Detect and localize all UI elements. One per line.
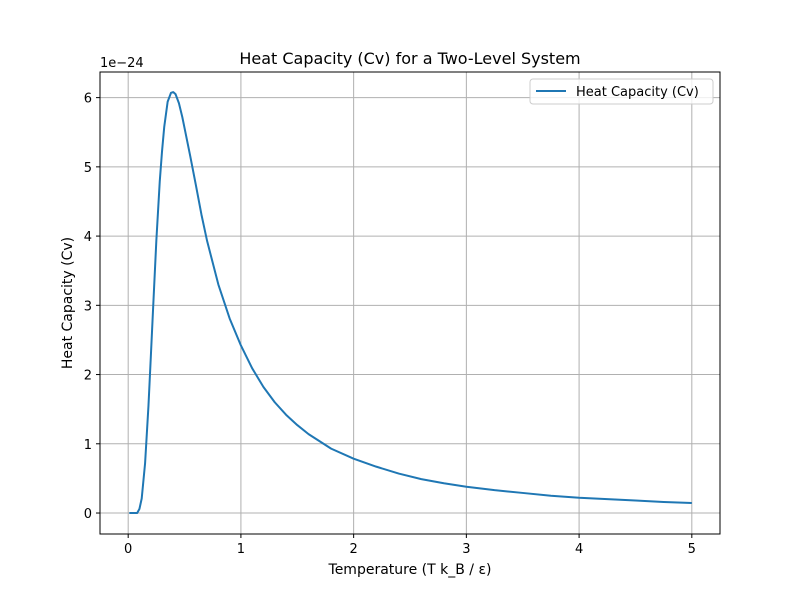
y-axis-label: Heat Capacity (Cv): [60, 237, 76, 369]
x-tick-label: 3: [462, 542, 470, 557]
series-layer: [129, 91, 692, 515]
x-tick-label: 5: [688, 542, 696, 557]
y-tick-label: 5: [84, 161, 92, 176]
series-line: [129, 91, 692, 515]
y-tick-label: 2: [84, 369, 92, 384]
ticks: 0 1 2 3 4 5 0 1 2 3 4 5 6: [84, 92, 696, 557]
x-tick-label: 4: [575, 542, 583, 557]
y-tick-label: 1: [84, 438, 92, 453]
x-tick-label: 0: [124, 542, 132, 557]
y-offset-label: 1e−24: [100, 56, 144, 71]
legend-label: Heat Capacity (Cv): [576, 85, 699, 100]
legend-box: [529, 78, 714, 105]
x-axis-label: Temperature (T k_B / ε): [328, 562, 492, 578]
plot-area: [100, 72, 720, 534]
legend: Heat Capacity (Cv): [529, 78, 714, 105]
grid: [100, 72, 720, 534]
y-tick-label: 4: [84, 230, 92, 245]
x-tick-label: 2: [349, 542, 357, 557]
x-tick-label: 1: [237, 542, 245, 557]
chart-title: Heat Capacity (Cv) for a Two-Level Syste…: [239, 49, 580, 68]
plot-frame: [99, 71, 721, 535]
y-tick-label: 6: [84, 92, 92, 107]
y-tick-label: 3: [84, 299, 92, 314]
y-tick-label: 0: [84, 507, 92, 522]
